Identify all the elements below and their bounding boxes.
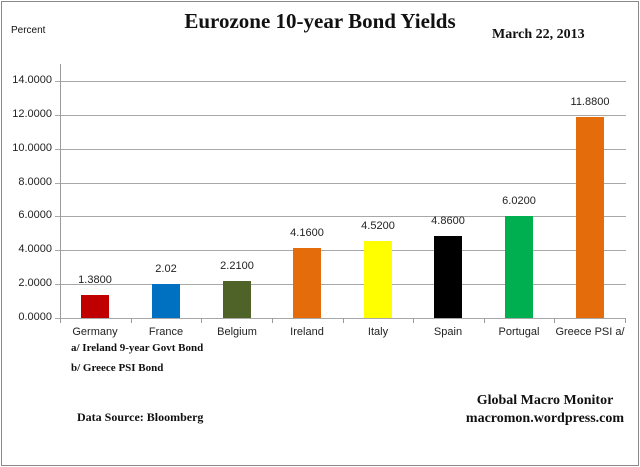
gridline [55, 250, 626, 251]
y-tick-label: 2.0000 [18, 277, 52, 289]
footnote-a: a/ Ireland 9-year Govt Bond [71, 342, 204, 354]
y-tick-label: 8.0000 [18, 176, 52, 188]
x-tick [554, 318, 555, 323]
x-category-label: Portugal [498, 326, 540, 338]
gridline [55, 318, 626, 319]
y-tick-label: 6.0000 [18, 209, 52, 221]
gridline [55, 216, 626, 217]
bar-greece-psi-a [576, 117, 604, 318]
y-axis-label: Percent [11, 25, 46, 36]
gridline [55, 149, 626, 150]
x-tick [484, 318, 485, 323]
gridline [55, 81, 626, 82]
y-tick-label: 14.0000 [12, 74, 52, 86]
gridline [55, 115, 626, 116]
x-category-label: Spain [433, 326, 463, 338]
bar-ireland [293, 248, 321, 318]
credit-name: Global Macro Monitor [476, 393, 614, 408]
footnote-b: b/ Greece PSI Bond [71, 362, 164, 374]
bar-france [152, 284, 180, 318]
gridline [55, 284, 626, 285]
value-label: 1.3800 [78, 274, 112, 286]
y-tick-label: 4.0000 [18, 243, 52, 255]
value-label: 11.8800 [570, 96, 610, 108]
y-axis-line [60, 64, 61, 319]
x-category-label: Italy [367, 326, 389, 338]
value-label: 4.8600 [431, 215, 465, 227]
y-tick-label: 10.0000 [12, 142, 52, 154]
x-category-label: Belgium [217, 326, 257, 338]
x-tick [60, 318, 61, 323]
y-tick-label: 0.0000 [18, 311, 52, 323]
bar-belgium [223, 281, 251, 318]
x-category-label: Greece PSI a/ [555, 326, 625, 338]
bar-italy [364, 241, 392, 318]
value-label: 2.2100 [220, 260, 254, 272]
gridline [55, 183, 626, 184]
x-tick [131, 318, 132, 323]
bar-spain [434, 236, 462, 318]
x-tick [625, 318, 626, 323]
bar-germany [81, 295, 109, 318]
value-label: 4.5200 [361, 220, 395, 232]
value-label: 6.0200 [502, 195, 536, 207]
x-tick [272, 318, 273, 323]
y-tick-label: 12.0000 [12, 108, 52, 120]
bar-portugal [505, 216, 533, 318]
credit-url: macromon.wordpress.com [465, 411, 625, 426]
chart-date: March 22, 2013 [492, 27, 585, 42]
x-tick [201, 318, 202, 323]
x-category-label: France [148, 326, 184, 338]
x-tick [343, 318, 344, 323]
data-source: Data Source: Bloomberg [77, 410, 204, 424]
chart-title: Eurozone 10-year Bond Yields [184, 9, 456, 33]
value-label: 2.02 [155, 263, 177, 275]
value-label: 4.1600 [290, 227, 324, 239]
x-category-label: Ireland [290, 326, 324, 338]
x-tick [413, 318, 414, 323]
x-category-label: Germany [72, 326, 118, 338]
